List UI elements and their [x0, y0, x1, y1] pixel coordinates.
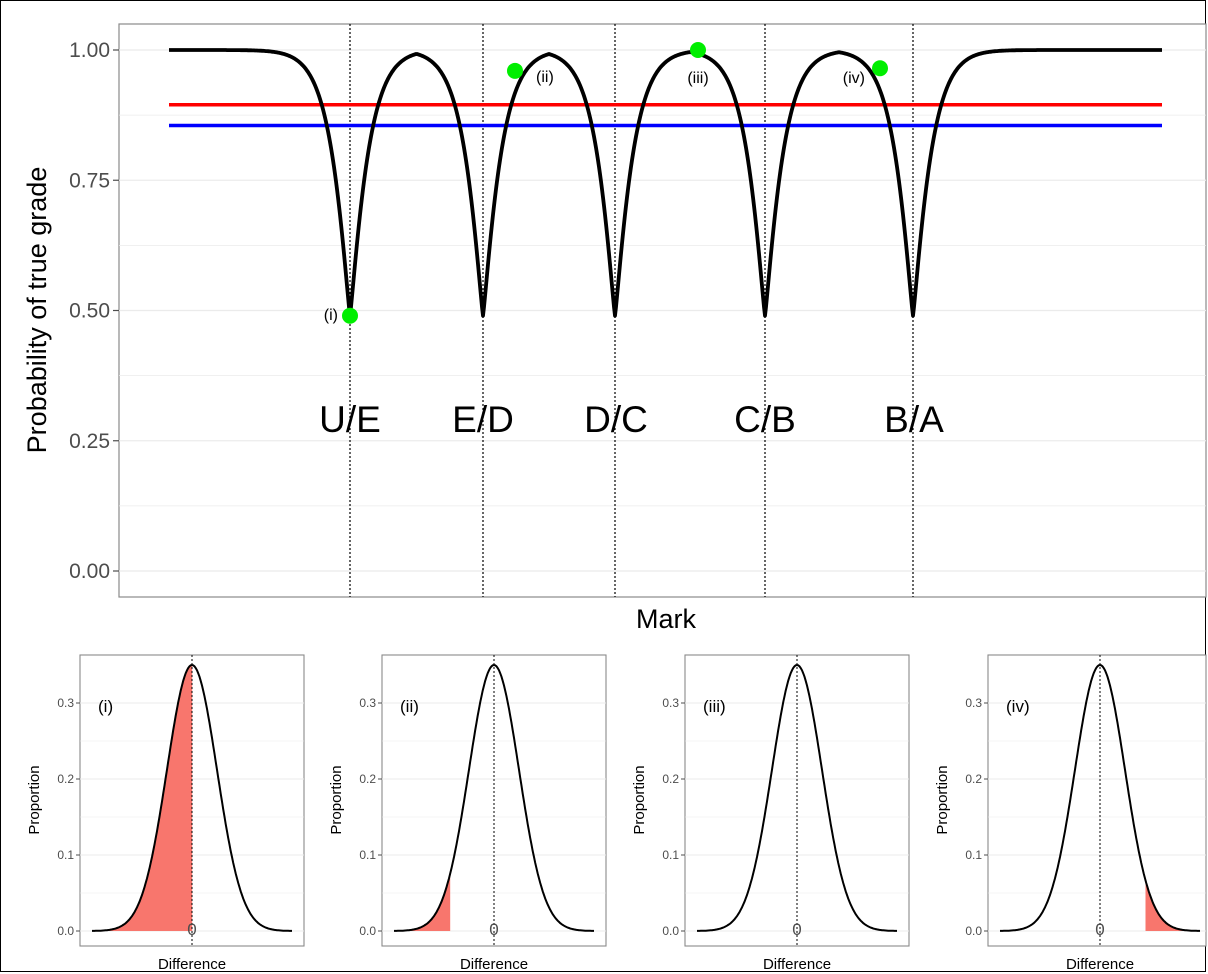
- highlight-point-label: (ii): [536, 69, 554, 86]
- density-ytick-label: 0.2: [965, 772, 982, 786]
- density-x-axis-title: Difference: [460, 956, 528, 973]
- highlight-point: [507, 62, 523, 79]
- density-y-axis-title: Proportion: [934, 765, 951, 834]
- density-xtick-label: 0: [187, 920, 196, 939]
- boundary-label: C/B: [734, 399, 796, 440]
- density-panel-label: (i): [98, 697, 113, 716]
- density-ytick-label: 0.3: [965, 696, 982, 710]
- main-y-axis-title: Probability of true grade: [22, 167, 52, 454]
- density-ytick-label: 0.0: [965, 924, 982, 938]
- boundary-label: E/D: [452, 399, 514, 440]
- density-ytick-label: 0.2: [359, 772, 376, 786]
- main-ytick-label: 0.50: [69, 300, 110, 323]
- density-curve: [697, 663, 897, 932]
- density-curve: [92, 663, 292, 932]
- density-ytick-label: 0.1: [57, 848, 74, 862]
- density-curve: [394, 663, 594, 932]
- density-panel-4: 0.0 0.1 0.2 0.3 (iv) 0 Difference Proportion: [934, 654, 1207, 973]
- density-ytick-label: 0.1: [359, 848, 376, 862]
- density-panel-label: (iii): [703, 697, 726, 716]
- density-x-axis-title: Difference: [1066, 956, 1134, 973]
- density-ytick-label: 0.0: [662, 924, 679, 938]
- density-xtick-label: 0: [792, 920, 801, 939]
- density-xtick-label: 0: [1095, 920, 1104, 939]
- shaded-tail-area: [1145, 880, 1200, 931]
- probability-curve: [168, 48, 1163, 318]
- density-ytick-label: 0.3: [662, 696, 679, 710]
- main-ytick-label: 0.00: [69, 560, 110, 583]
- main-ytick-label: 1.00: [69, 39, 110, 62]
- highlight-point: [690, 42, 706, 58]
- density-ytick-label: 0.2: [662, 772, 679, 786]
- density-x-axis-title: Difference: [158, 956, 226, 973]
- density-ytick-label: 0.3: [57, 696, 74, 710]
- density-ytick-label: 0.1: [965, 848, 982, 862]
- boundary-label: D/C: [584, 399, 648, 440]
- density-ytick-label: 0.0: [57, 924, 74, 938]
- density-panel-2: 0.0 0.1 0.2 0.3 (ii) 0 Difference Proportion: [328, 654, 607, 973]
- boundary-label: B/A: [884, 399, 944, 440]
- density-panel-3: 0.0 0.1 0.2 0.3 (iii) 0 Difference Proportion: [631, 654, 910, 973]
- density-xtick-label: 0: [489, 920, 498, 939]
- shaded-tail-area: [92, 665, 193, 931]
- density-x-axis-title: Difference: [763, 956, 831, 973]
- main-ytick-label: 0.75: [69, 169, 110, 192]
- density-panel-1: 0.0 0.1 0.2 0.3 (i) 0 Difference Proportion: [26, 654, 305, 973]
- density-ytick-label: 0.1: [662, 848, 679, 862]
- highlight-point: [342, 307, 358, 324]
- density-y-axis-title: Proportion: [631, 765, 648, 834]
- density-curve: [1000, 663, 1200, 932]
- density-ytick-label: 0.3: [359, 696, 376, 710]
- highlight-point-label: (i): [324, 307, 338, 324]
- main-x-axis-title: Mark: [636, 604, 696, 634]
- main-ytick-label: 0.25: [69, 430, 110, 453]
- shaded-tail-area: [394, 873, 451, 931]
- highlight-point-label: (iv): [843, 70, 865, 87]
- highlight-point: [872, 60, 888, 77]
- density-ytick-label: 0.2: [57, 772, 74, 786]
- highlight-point-label: (iii): [687, 70, 708, 87]
- boundary-label: U/E: [319, 399, 381, 440]
- density-panel-label: (iv): [1006, 697, 1030, 716]
- density-y-axis-title: Proportion: [328, 765, 345, 834]
- density-ytick-label: 0.0: [359, 924, 376, 938]
- density-panel-label: (ii): [400, 697, 419, 716]
- density-y-axis-title: Proportion: [26, 765, 43, 834]
